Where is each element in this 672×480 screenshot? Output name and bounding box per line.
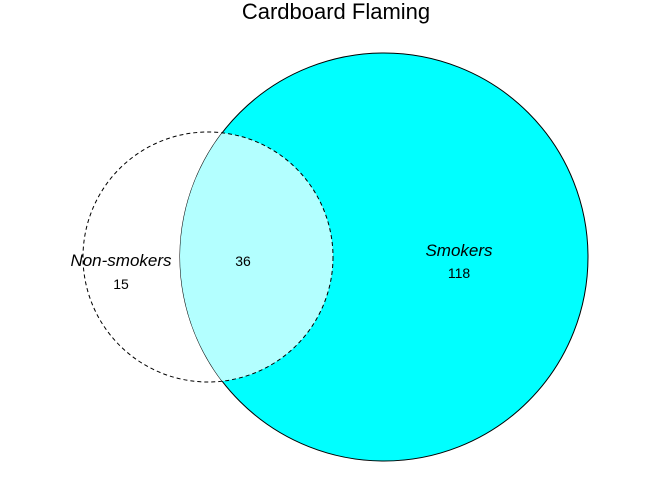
smokers-only-count: 118 xyxy=(448,265,471,281)
chart-title: Cardboard Flaming xyxy=(242,0,430,24)
non-smokers-label: Non-smokers xyxy=(70,251,172,270)
smokers-label: Smokers xyxy=(425,241,493,260)
intersection-count: 36 xyxy=(235,253,251,269)
intersection-region xyxy=(180,132,333,382)
non-smokers-only-count: 15 xyxy=(113,276,129,292)
non-smokers-circle xyxy=(82,131,334,383)
